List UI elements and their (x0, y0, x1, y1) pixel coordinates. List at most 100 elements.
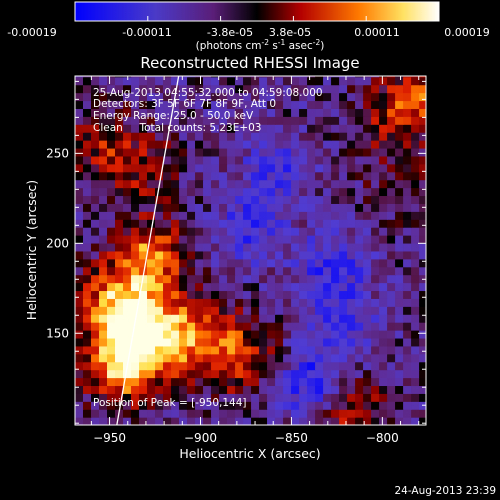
heatmap-cell (363, 274, 372, 284)
heatmap-cell (235, 290, 244, 299)
heatmap-cell (203, 187, 212, 197)
heatmap-cell (107, 179, 116, 189)
heatmap-cell (235, 235, 244, 244)
heatmap-cell (83, 290, 92, 299)
heatmap-cell (387, 401, 396, 410)
heatmap-cell (267, 274, 276, 284)
heatmap-cell (411, 124, 420, 133)
heatmap-cell (203, 84, 212, 94)
heatmap-cell (259, 361, 268, 371)
heatmap-cell (259, 353, 268, 363)
heatmap-cell (123, 235, 132, 244)
heatmap-cell (251, 274, 260, 284)
heatmap-cell (315, 266, 324, 276)
heatmap-cell (203, 132, 212, 141)
heatmap-cell (267, 282, 276, 292)
heatmap-cell (123, 108, 132, 117)
heatmap-cell (187, 203, 196, 212)
heatmap-cell (91, 314, 100, 323)
heatmap-cell (283, 417, 292, 425)
heatmap-cell (283, 147, 292, 157)
heatmap-cell (315, 250, 324, 260)
heatmap-cell (211, 140, 220, 149)
heatmap-cell (235, 353, 244, 363)
heatmap-cell (147, 195, 156, 204)
heatmap-cell (363, 76, 372, 78)
heatmap-cell (379, 132, 388, 141)
heatmap-cell (195, 76, 204, 86)
heatmap-cell (139, 100, 148, 109)
heatmap-cell (99, 147, 108, 157)
peak-position-label: Position of Peak = [-950,144] (93, 397, 247, 409)
heatmap-cell (331, 179, 340, 189)
heatmap-cell (267, 250, 276, 260)
heatmap-cell (235, 322, 244, 331)
heatmap-cell (171, 219, 180, 228)
heatmap-cell (403, 322, 412, 331)
heatmap-cell (147, 345, 156, 355)
heatmap-cell (259, 84, 268, 94)
heatmap-cell (347, 211, 356, 220)
heatmap-cell (347, 76, 356, 78)
heatmap-cell (171, 385, 180, 394)
heatmap-cell (283, 401, 292, 410)
heatmap-cell (387, 108, 396, 117)
heatmap-cell (147, 140, 156, 149)
y-tick-label: 200 (46, 236, 69, 250)
heatmap-cell (275, 409, 284, 418)
heatmap-cell (227, 76, 236, 86)
heatmap-cell (307, 282, 316, 292)
heatmap-cell (147, 306, 156, 315)
heatmap-cell (347, 147, 356, 157)
heatmap-cell (219, 132, 228, 141)
heatmap-cell (179, 211, 188, 220)
heatmap-cell (283, 298, 292, 307)
heatmap-cell (387, 385, 396, 394)
heatmap-cell (347, 140, 356, 149)
heatmap-cell (403, 179, 412, 189)
heatmap-cell (355, 84, 364, 94)
heatmap-cell (299, 132, 308, 141)
heatmap-cell (371, 385, 380, 394)
heatmap-cell (243, 140, 252, 149)
heatmap-cell (283, 227, 292, 236)
heatmap-cell (91, 116, 100, 125)
heatmap-cell (403, 211, 412, 220)
heatmap-cell (91, 132, 100, 141)
heatmap-cell (211, 195, 220, 204)
heatmap-cell (235, 155, 244, 165)
heatmap-cell (411, 155, 420, 165)
heatmap-cell (75, 290, 84, 299)
heatmap-cell (379, 92, 388, 102)
heatmap-cell (179, 227, 188, 236)
heatmap-cell (235, 385, 244, 394)
heatmap-cell (163, 322, 172, 331)
heatmap-cell (419, 163, 426, 173)
heatmap-cell (171, 290, 180, 299)
heatmap-cell (371, 393, 380, 402)
heatmap-cell (411, 385, 420, 394)
heatmap-cell (75, 337, 84, 347)
heatmap-cell (227, 322, 236, 331)
heatmap-cell (371, 132, 380, 141)
heatmap-cell (339, 314, 348, 323)
heatmap-cell (347, 401, 356, 410)
heatmap-cell (107, 337, 116, 347)
heatmap-cell (403, 361, 412, 371)
heatmap-cell (235, 337, 244, 347)
heatmap-cell (403, 385, 412, 394)
heatmap-cell (91, 337, 100, 347)
heatmap-cell (227, 203, 236, 212)
heatmap-cell (395, 108, 404, 117)
heatmap-cell (227, 417, 236, 425)
heatmap-cell (203, 401, 212, 410)
heatmap-cell (395, 187, 404, 197)
heatmap-cell (131, 92, 140, 102)
heatmap-cell (379, 76, 388, 78)
heatmap-cell (331, 187, 340, 197)
heatmap-cell (235, 124, 244, 133)
heatmap-cell (387, 345, 396, 355)
heatmap-cell (395, 235, 404, 244)
heatmap-cell (419, 337, 426, 347)
heatmap-cell (395, 306, 404, 315)
